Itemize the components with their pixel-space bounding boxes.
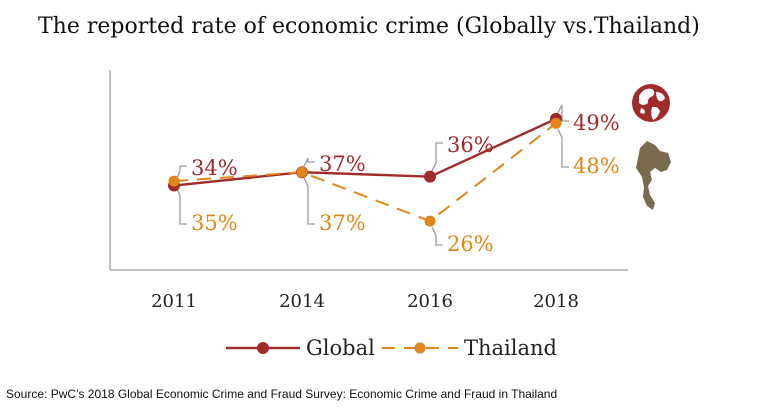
thailand-point xyxy=(550,117,562,129)
data-label-callouts: 34% 37% 36% 49% 35% 37% 26% 48% xyxy=(175,104,620,256)
thailand-line xyxy=(173,122,557,223)
legend-thailand-label: Thailand xyxy=(464,336,557,360)
thailand-data-label: 35% xyxy=(191,211,238,235)
chart-title: The reported rate of economic crime (Glo… xyxy=(38,14,700,39)
global-data-label-leader xyxy=(431,142,443,171)
source-note: Source: PwC’s 2018 Global Economic Crime… xyxy=(6,387,558,401)
series-points xyxy=(168,112,562,227)
thailand-data-label-leader xyxy=(303,177,315,225)
legend-thailand-marker xyxy=(414,342,426,354)
global-line xyxy=(173,117,557,187)
thailand-point xyxy=(168,175,180,187)
legend-global-marker xyxy=(257,342,269,354)
global-data-label: 49% xyxy=(573,111,620,135)
global-point xyxy=(424,170,436,183)
global-data-label: 34% xyxy=(191,156,238,180)
chart-axes xyxy=(109,70,628,271)
x-tick-labels: 2011 2014 2016 2018 xyxy=(151,291,579,312)
x-tick-label: 2011 xyxy=(151,291,197,312)
line-chart: 34% 37%36%49%35% 37%26%48% 2011 2014 2016 201… xyxy=(109,70,671,360)
legend-global-label: Global xyxy=(306,336,375,360)
legend: Global Thailand xyxy=(226,336,557,360)
thailand-data-label: 48% xyxy=(573,154,620,178)
thailand-data-label-leader xyxy=(431,226,443,246)
thailand-point xyxy=(424,215,436,227)
thailand-point xyxy=(296,166,308,178)
thailand-data-label: 26% xyxy=(447,232,494,256)
global-data-label-leader xyxy=(175,165,187,180)
thailand-data-label-leader xyxy=(175,186,187,225)
global-data-label-leader xyxy=(303,157,315,167)
series-lines xyxy=(173,117,557,223)
x-tick-label: 2016 xyxy=(407,291,453,312)
global-data-label-leader xyxy=(557,104,569,122)
x-tick-label: 2018 xyxy=(533,291,579,312)
x-tick-label: 2014 xyxy=(279,291,325,312)
series-icons xyxy=(632,84,671,210)
thailand-map-icon xyxy=(636,141,671,210)
global-data-label: 37% xyxy=(319,152,366,176)
thailand-data-label: 37% xyxy=(319,211,366,235)
thailand-data-label-leader xyxy=(557,129,569,168)
global-data-label: 36% xyxy=(447,133,494,157)
globe-icon xyxy=(632,84,670,122)
